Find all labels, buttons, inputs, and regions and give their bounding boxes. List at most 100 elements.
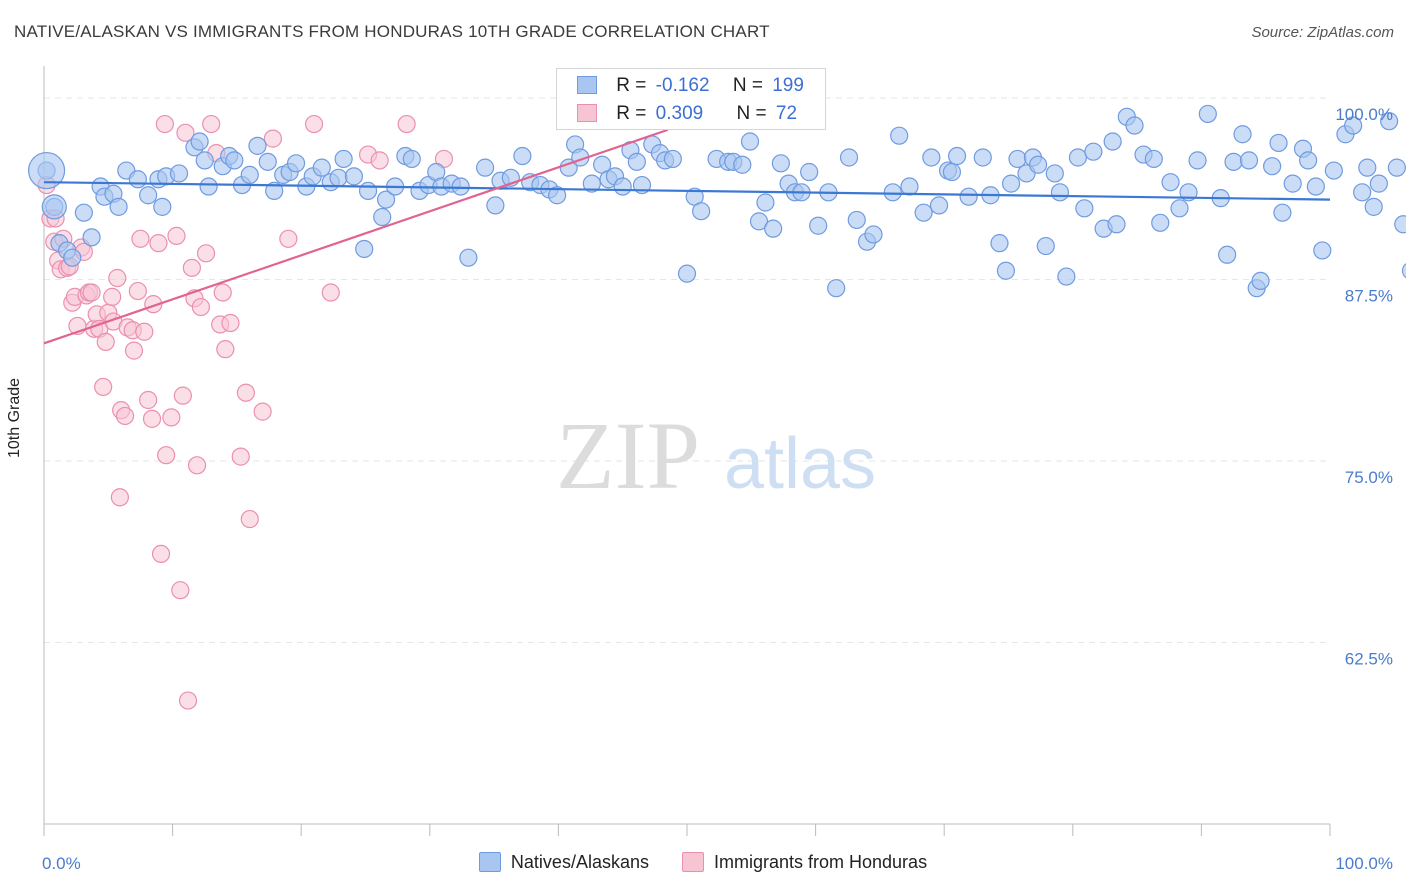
legend-n-pink: 72: [775, 103, 798, 124]
data-point: [1306, 177, 1325, 196]
data-point: [329, 168, 348, 187]
data-point: [749, 212, 769, 231]
data-point: [1358, 158, 1377, 177]
data-point: [167, 226, 186, 245]
data-point: [1198, 104, 1217, 124]
data-point: [344, 167, 364, 186]
x-tick-labels: 0.0% 100.0%: [42, 854, 1393, 873]
data-point: [373, 207, 392, 227]
data-point: [103, 287, 122, 306]
data-point: [157, 446, 176, 465]
series-name-pink: Immigrants from Honduras: [714, 852, 928, 872]
data-point: [627, 152, 646, 171]
data-point: [1353, 183, 1372, 202]
data-point: [459, 248, 478, 267]
data-point: [358, 181, 378, 200]
data-point: [124, 341, 144, 360]
y-tick-label: 87.5%: [1345, 286, 1393, 305]
data-point: [914, 203, 933, 222]
data-point: [890, 126, 909, 145]
data-point: [109, 197, 128, 216]
data-point: [1170, 199, 1189, 218]
data-point: [1028, 155, 1048, 174]
data-point: [513, 146, 532, 166]
data-point: [402, 149, 421, 169]
data-point: [155, 114, 174, 134]
data-point: [1144, 149, 1163, 169]
axes: [43, 66, 1331, 836]
data-point: [162, 408, 181, 427]
legend-n-label: N =: [732, 75, 763, 96]
data-point: [451, 177, 470, 196]
data-point: [1263, 157, 1282, 176]
legend-r-label-2: R =: [616, 103, 647, 124]
data-point: [929, 196, 949, 215]
legend-swatch-blue: [577, 76, 597, 94]
trend-lines: [43, 128, 1331, 345]
data-point: [221, 313, 240, 333]
data-point: [178, 691, 198, 710]
data-point: [191, 297, 210, 317]
data-point: [663, 149, 682, 169]
legend-n-blue: 199: [772, 75, 804, 96]
data-point: [182, 258, 201, 277]
data-point: [128, 281, 147, 301]
data-point: [1251, 271, 1270, 291]
data-point: [128, 170, 147, 189]
data-point: [213, 283, 232, 302]
stats-legend: R = -0.162 N = 199 R = 0.309 N = 72: [556, 68, 826, 130]
watermark-zip: ZIP: [556, 402, 700, 509]
data-point: [263, 129, 283, 148]
data-point: [1401, 263, 1406, 279]
data-point: [1273, 203, 1292, 222]
legend-row-pink: R = 0.309 N = 72: [577, 103, 797, 125]
series-swatch-pink: [682, 852, 704, 872]
data-point: [370, 151, 389, 170]
blue-points-group: [27, 104, 1406, 298]
data-point: [355, 239, 374, 259]
data-point: [1125, 116, 1144, 135]
data-point: [922, 148, 941, 167]
series-legend-blue: Natives/Alaskans: [478, 852, 649, 873]
data-point: [153, 197, 172, 216]
trend-line-blue: [43, 181, 1331, 201]
data-point: [771, 154, 790, 173]
data-point: [839, 148, 859, 167]
data-point: [548, 186, 567, 205]
data-point: [149, 234, 168, 253]
data-point: [304, 114, 324, 134]
trend-line-pink: [43, 128, 669, 345]
data-point: [1107, 215, 1126, 234]
data-point: [135, 322, 154, 341]
data-point: [1369, 174, 1388, 193]
data-point: [397, 114, 416, 134]
data-point: [947, 146, 967, 166]
data-point: [1050, 183, 1070, 202]
data-point: [1387, 158, 1406, 177]
data-point: [321, 283, 340, 302]
data-point: [190, 132, 209, 151]
data-point: [973, 148, 992, 167]
series-name-blue: Natives/Alaskans: [510, 852, 649, 872]
data-point: [279, 229, 298, 248]
legend-r-pink: 0.309: [655, 103, 704, 124]
data-point: [196, 244, 216, 263]
data-point: [1364, 197, 1383, 216]
data-point: [139, 390, 158, 410]
data-point: [169, 164, 189, 183]
legend-n-label-2: N =: [736, 103, 767, 124]
legend-row-blue: R = -0.162 N = 199: [577, 75, 804, 97]
data-point: [1313, 241, 1332, 260]
data-point: [258, 152, 277, 171]
data-point: [827, 279, 846, 298]
data-point: [225, 151, 244, 170]
data-point: [692, 202, 711, 221]
x-tick-label: 100.0%: [1335, 854, 1393, 873]
data-point: [202, 114, 221, 134]
legend-swatch-pink: [577, 104, 597, 122]
data-point: [94, 377, 113, 397]
data-point: [733, 155, 752, 174]
data-point: [996, 261, 1016, 280]
data-point: [248, 136, 267, 155]
